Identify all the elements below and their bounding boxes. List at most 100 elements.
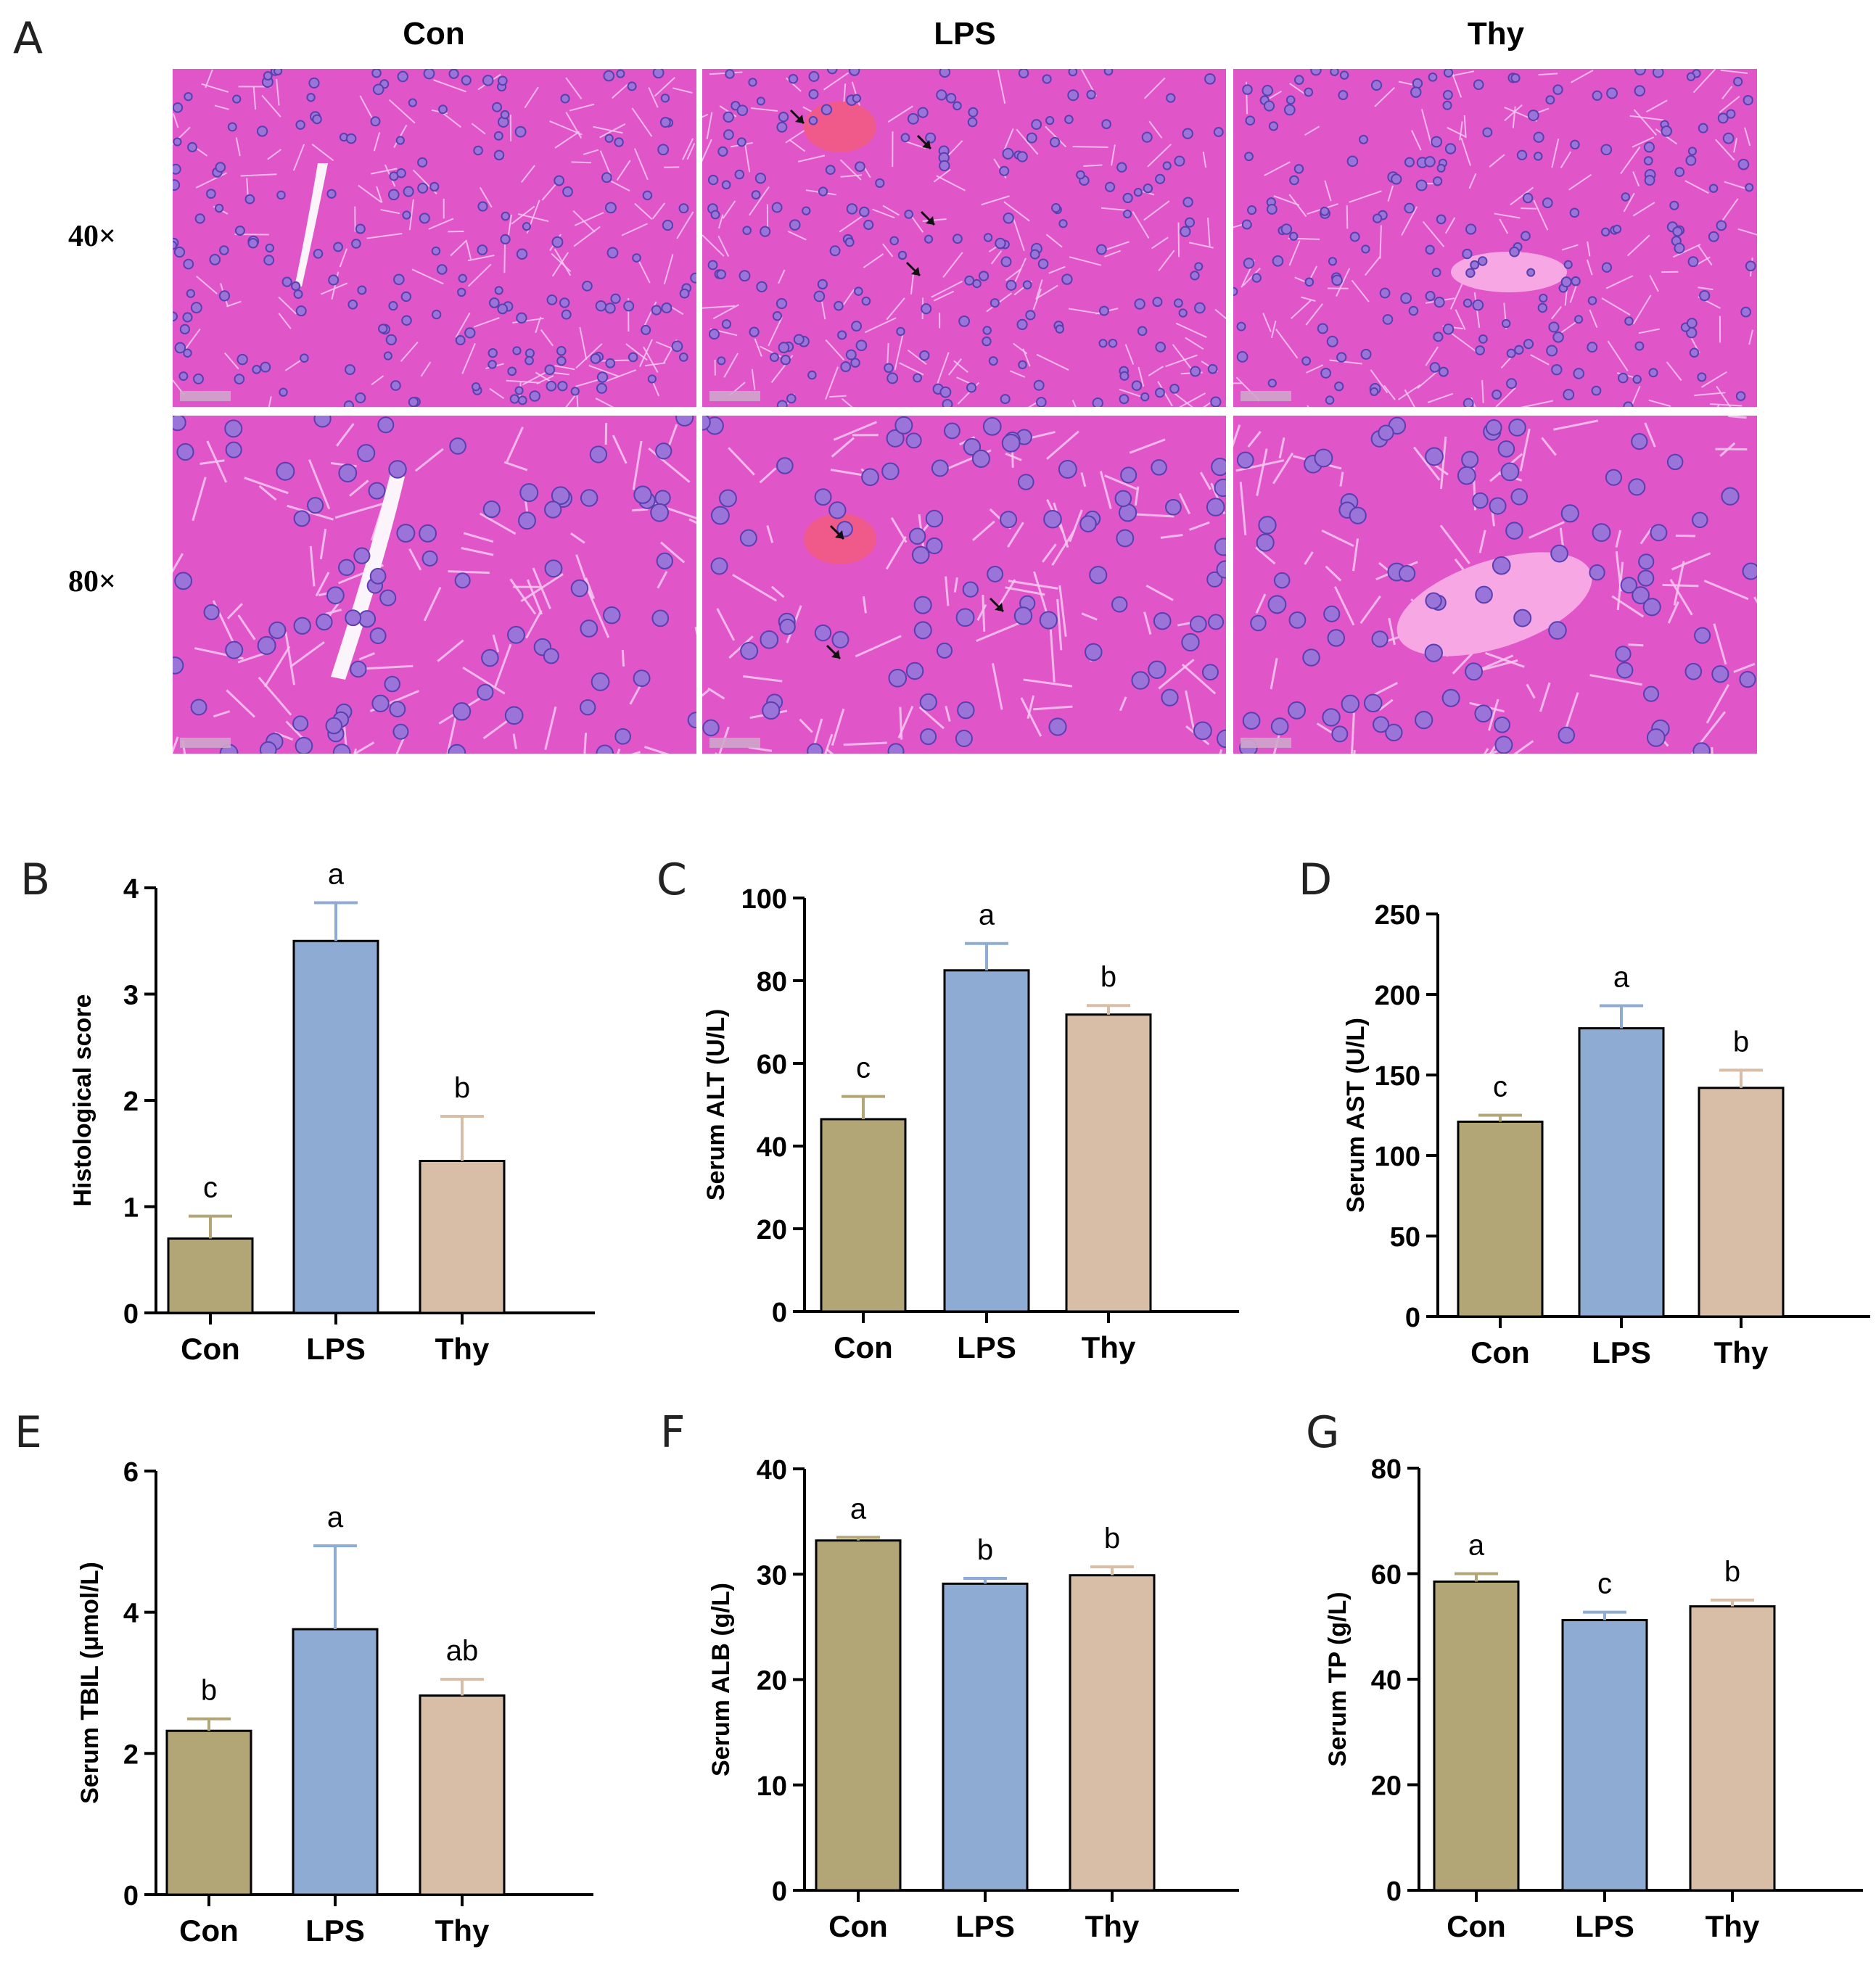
y-tick-label: 80: [1371, 1454, 1402, 1485]
significance-letter: a: [328, 859, 345, 891]
significance-letter: a: [850, 1493, 867, 1525]
y-tick-label: 1: [123, 1193, 139, 1224]
significance-letter: ab: [446, 1635, 479, 1667]
y-axis-label: Serum AST (U/L): [1342, 1018, 1370, 1213]
bar-lps: [943, 969, 1030, 1313]
x-tick-label: LPS: [306, 1332, 366, 1366]
y-axis-label: Serum TBIL (μmol/L): [76, 1562, 104, 1804]
x-tick-label: LPS: [957, 1330, 1016, 1364]
y-tick-label: 4: [123, 874, 139, 905]
y-tick-label: 4: [123, 1599, 139, 1629]
micrograph-con-40x: [173, 69, 696, 407]
micrograph-thy-80x: [1233, 416, 1757, 754]
panel-letter-b: B: [20, 854, 51, 905]
panel-letter-e: E: [15, 1407, 42, 1458]
significance-letter: a: [979, 899, 995, 931]
x-tick-label: Thy: [435, 1332, 490, 1366]
significance-letter: b: [1104, 1523, 1120, 1554]
x-tick-label: LPS: [305, 1913, 365, 1948]
significance-letter: b: [201, 1675, 217, 1707]
significance-letter: a: [327, 1501, 344, 1533]
y-tick-label: 0: [1405, 1303, 1420, 1333]
y-tick-label: 100: [1375, 1142, 1420, 1172]
y-tick-label: 40: [757, 1455, 787, 1486]
bar-thy: [419, 1694, 506, 1896]
y-tick-label: 150: [1375, 1061, 1420, 1092]
y-tick-label: 6: [123, 1457, 139, 1488]
bar-thy: [1698, 1087, 1785, 1318]
y-axis-label: Serum ALT (U/L): [702, 1009, 730, 1200]
column-title-con: Con: [403, 16, 465, 52]
significance-letter: b: [977, 1534, 993, 1566]
significance-letter: c: [1493, 1071, 1507, 1103]
bar-con: [820, 1118, 907, 1313]
y-tick-label: 30: [757, 1560, 787, 1591]
micrograph-lps-80x: [702, 416, 1226, 754]
y-tick-label: 2: [123, 1739, 139, 1770]
x-tick-label: Con: [1470, 1335, 1530, 1369]
y-tick-label: 40: [757, 1132, 787, 1163]
bar-lps: [292, 939, 379, 1314]
x-tick-label: Con: [181, 1332, 240, 1366]
column-title-lps: LPS: [934, 16, 996, 52]
bar-con: [1457, 1120, 1544, 1318]
bar-con: [165, 1729, 252, 1896]
bar-lps: [942, 1582, 1029, 1892]
x-tick-label: Con: [834, 1330, 893, 1364]
significance-letter: b: [1100, 961, 1116, 993]
bar-con: [815, 1539, 902, 1892]
panel-letter-g: G: [1306, 1407, 1340, 1458]
significance-letter: c: [856, 1052, 871, 1084]
x-tick-label: LPS: [1592, 1335, 1651, 1369]
x-tick-label: Thy: [1082, 1330, 1136, 1364]
y-tick-label: 20: [757, 1666, 787, 1697]
y-axis-label: Histological score: [69, 994, 96, 1207]
y-tick-label: 60: [1371, 1560, 1402, 1591]
significance-letter: a: [1613, 962, 1630, 994]
bar-con: [1433, 1580, 1520, 1892]
x-tick-label: Thy: [1706, 1909, 1760, 1943]
x-tick-label: Thy: [1714, 1335, 1769, 1369]
y-tick-label: 60: [757, 1050, 787, 1080]
bar-lps: [292, 1628, 379, 1896]
y-tick-label: 3: [123, 981, 139, 1011]
x-tick-label: Con: [1447, 1909, 1506, 1943]
y-tick-label: 20: [1371, 1771, 1402, 1802]
row-label-40x: 40×: [68, 220, 116, 253]
x-tick-label: LPS: [955, 1909, 1015, 1943]
significance-letter: b: [454, 1072, 470, 1104]
significance-letter: b: [1724, 1556, 1740, 1588]
significance-letter: a: [1468, 1530, 1485, 1562]
y-tick-label: 20: [757, 1215, 787, 1245]
y-tick-label: 0: [772, 1877, 787, 1907]
micrograph-lps-40x: [702, 69, 1226, 407]
y-tick-label: 0: [123, 1881, 139, 1911]
panel-letter-c: C: [657, 854, 687, 905]
y-tick-label: 2: [123, 1087, 139, 1117]
y-tick-label: 250: [1375, 900, 1420, 931]
x-tick-label: Thy: [1085, 1909, 1140, 1943]
y-tick-label: 0: [123, 1299, 139, 1330]
x-tick-label: LPS: [1575, 1909, 1634, 1943]
row-label-80x: 80×: [68, 565, 116, 598]
y-tick-label: 100: [741, 884, 787, 915]
bar-lps: [1561, 1619, 1648, 1892]
y-tick-label: 200: [1375, 981, 1420, 1011]
panel-letter-f: F: [660, 1407, 686, 1458]
x-tick-label: Con: [179, 1913, 239, 1948]
y-tick-label: 50: [1390, 1222, 1420, 1253]
bar-thy: [1065, 1013, 1152, 1313]
significance-letter: b: [1733, 1026, 1749, 1058]
significance-letter: c: [1597, 1568, 1612, 1600]
x-tick-label: Con: [828, 1909, 888, 1943]
micrograph-thy-40x: [1233, 69, 1757, 407]
y-tick-label: 0: [1386, 1877, 1402, 1907]
x-tick-label: Thy: [435, 1913, 490, 1948]
panel-letter-d: D: [1299, 854, 1333, 905]
y-tick-label: 0: [772, 1298, 787, 1328]
